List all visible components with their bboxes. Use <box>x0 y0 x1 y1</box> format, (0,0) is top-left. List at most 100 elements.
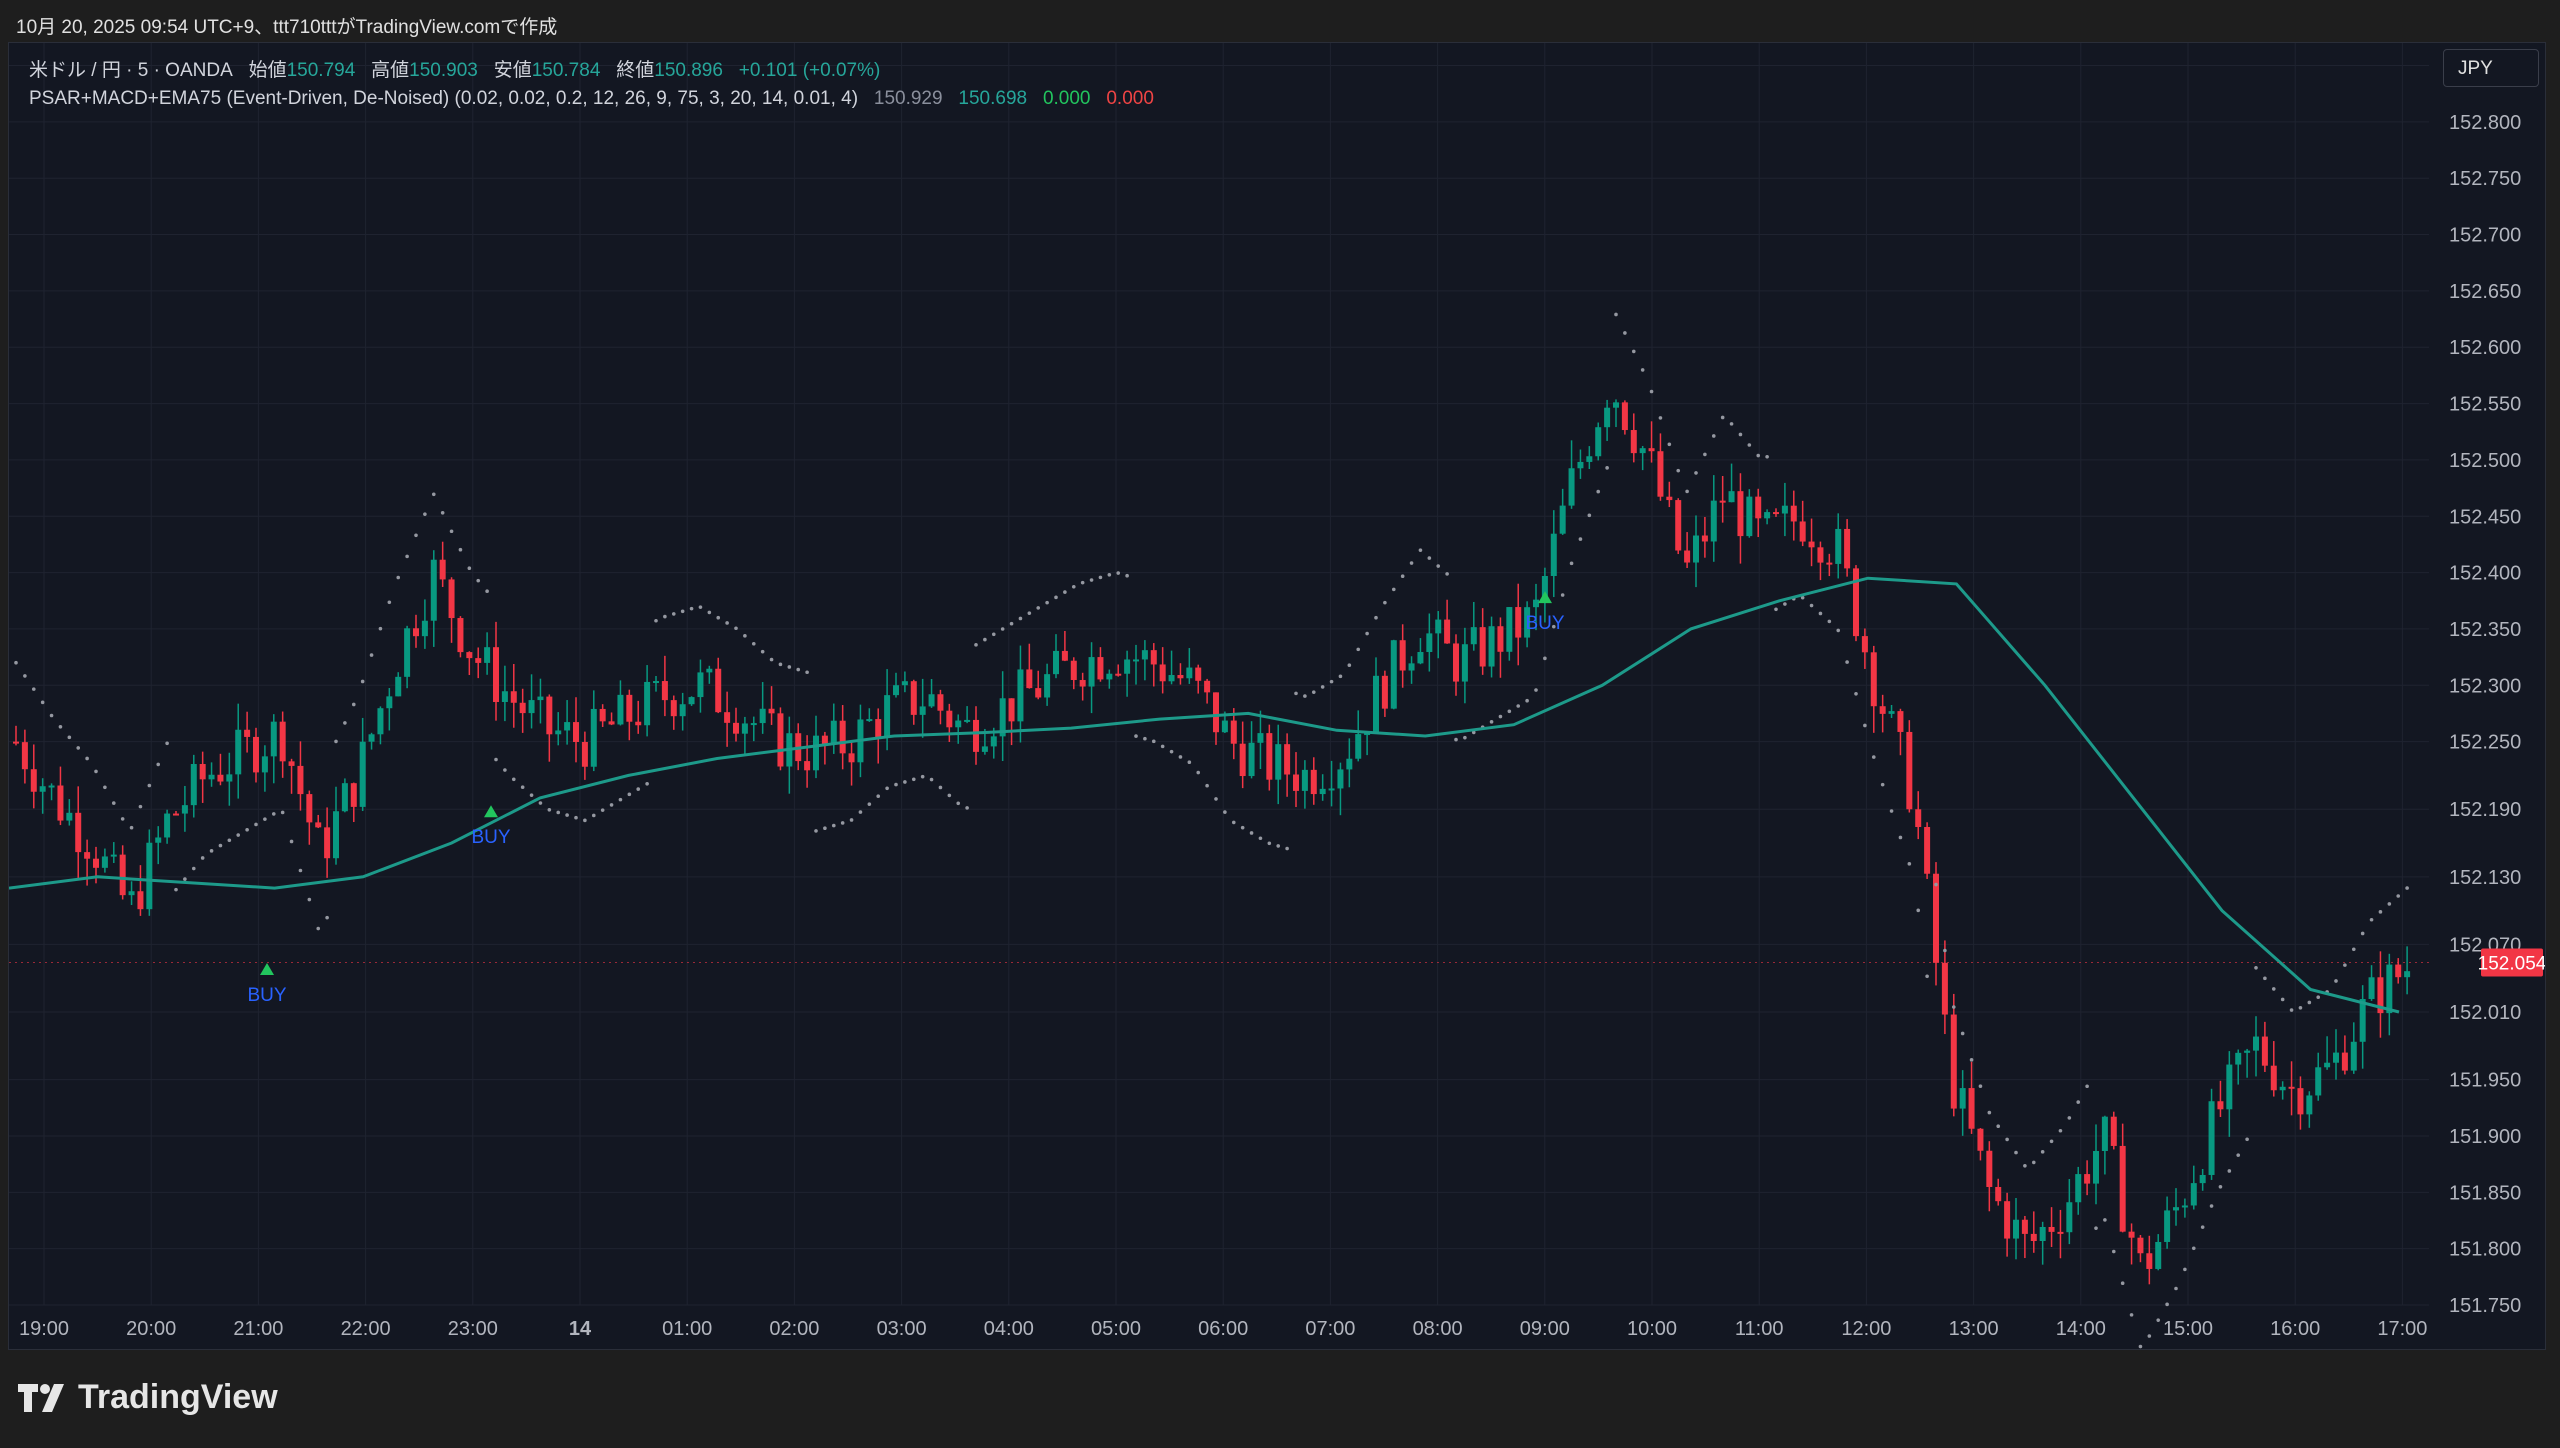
candle-body <box>1604 407 1611 428</box>
psar-dot <box>14 660 18 665</box>
candle-body <box>1915 809 1922 827</box>
currency-selector[interactable]: JPY <box>2443 49 2539 87</box>
candle-body <box>1808 541 1815 548</box>
candle-body <box>1790 505 1797 522</box>
candle-body <box>1444 619 1451 644</box>
candle-body <box>2377 977 2384 1014</box>
psar-dot <box>2094 1226 2098 1230</box>
time-tick-label: 08:00 <box>1413 1318 1463 1340</box>
psar-dot <box>1391 587 1396 592</box>
indicator-name[interactable]: PSAR+MACD+EMA75 (Event-Driven, De-Noised… <box>29 88 859 109</box>
change-value: +0.101 (+0.07%) <box>738 60 881 81</box>
time-tick-label: 17:00 <box>2377 1318 2427 1340</box>
time-tick-label: 03:00 <box>877 1318 927 1340</box>
time-tick-label: 16:00 <box>2270 1318 2320 1340</box>
psar-dot <box>325 915 329 920</box>
candle-body <box>1195 667 1202 681</box>
psar-dot <box>2298 1005 2303 1010</box>
candle-body <box>501 691 508 703</box>
buy-signal-label: BUY <box>471 827 510 848</box>
candle-body <box>759 708 766 724</box>
psar-dot <box>245 827 249 832</box>
psar-dot <box>2023 1164 2027 1168</box>
candle-body <box>981 746 988 752</box>
psar-dot <box>1374 615 1378 620</box>
price-tick-label: 152.010 <box>2449 1002 2521 1024</box>
psar-dot <box>2191 1246 2196 1251</box>
psar-dot <box>2076 1100 2081 1104</box>
psar-dot <box>983 637 987 642</box>
psar-dot <box>609 803 614 807</box>
price-tick-label: 152.250 <box>2449 732 2521 754</box>
candle-body <box>1399 640 1406 671</box>
tradingview-logo[interactable]: TradingView <box>18 1378 278 1417</box>
candle-body <box>928 694 935 707</box>
candle-body <box>484 647 491 663</box>
psar-dot <box>2289 1008 2294 1012</box>
candle-body <box>866 719 873 722</box>
time-tick-label: 11:00 <box>1735 1318 1784 1340</box>
time-tick-label: 07:00 <box>1305 1318 1355 1340</box>
psar-dot <box>1329 679 1334 684</box>
candle-body <box>1373 675 1379 734</box>
candle-body <box>1621 402 1628 431</box>
candle-body <box>973 719 979 752</box>
psar-dot <box>1516 704 1521 708</box>
candle-body <box>661 681 668 701</box>
candle-body <box>830 720 837 745</box>
psar-dot <box>2307 1000 2312 1005</box>
candle-body <box>1044 674 1051 698</box>
candle-body <box>288 761 295 766</box>
psar-dot <box>2129 1313 2134 1317</box>
tradingview-logo-icon <box>18 1383 64 1412</box>
psar-dot <box>1596 489 1601 494</box>
candle-body <box>1293 774 1299 791</box>
symbol-info[interactable]: 米ドル / 円 · 5 · OANDA <box>29 60 233 81</box>
candle-body <box>1639 448 1646 454</box>
psar-dot <box>947 793 952 798</box>
psar-dot <box>147 783 152 788</box>
candle-body <box>2137 1237 2144 1254</box>
psar-dot <box>938 785 943 790</box>
candle-body <box>1959 1088 1966 1109</box>
psar-dot <box>1960 1031 1965 1036</box>
psar-dot <box>1143 736 1147 741</box>
psar-dot <box>796 667 801 672</box>
psar-dot <box>1880 782 1885 787</box>
psar-dot <box>1907 862 1912 866</box>
psar-dot <box>1045 600 1049 605</box>
psar-dot <box>1036 606 1041 610</box>
candle-body <box>697 672 704 698</box>
candle-body <box>137 891 144 910</box>
candle-body <box>2190 1183 2197 1206</box>
psar-dot <box>2174 1286 2178 1291</box>
candle-body <box>2093 1151 2099 1184</box>
psar-dot <box>680 609 685 614</box>
candle-body <box>208 774 215 780</box>
candle-body <box>2244 1050 2251 1053</box>
candle-body <box>1133 659 1139 662</box>
candle-body <box>1968 1088 1975 1129</box>
psar-dot <box>2405 886 2409 890</box>
indicator-value-2: 150.698 <box>958 88 1028 109</box>
psar-dot <box>556 810 561 815</box>
candle-body <box>1897 711 1904 732</box>
candle-body <box>804 761 811 771</box>
candle-body <box>1506 607 1513 652</box>
candle-body <box>1177 675 1184 679</box>
candle-body <box>2288 1086 2295 1089</box>
candle-body <box>510 691 517 703</box>
candle-body <box>235 729 242 775</box>
psar-dot <box>974 643 978 647</box>
psar-dot <box>423 512 427 516</box>
time-tick-label: 05:00 <box>1091 1318 1141 1340</box>
psar-dot <box>885 786 889 791</box>
candle-body <box>2030 1233 2037 1242</box>
candle-body <box>608 721 615 725</box>
candle-body <box>626 694 633 722</box>
psar-dot <box>2271 987 2276 991</box>
psar-dot <box>2156 1318 2161 1322</box>
price-tick-label: 152.750 <box>2449 168 2521 190</box>
